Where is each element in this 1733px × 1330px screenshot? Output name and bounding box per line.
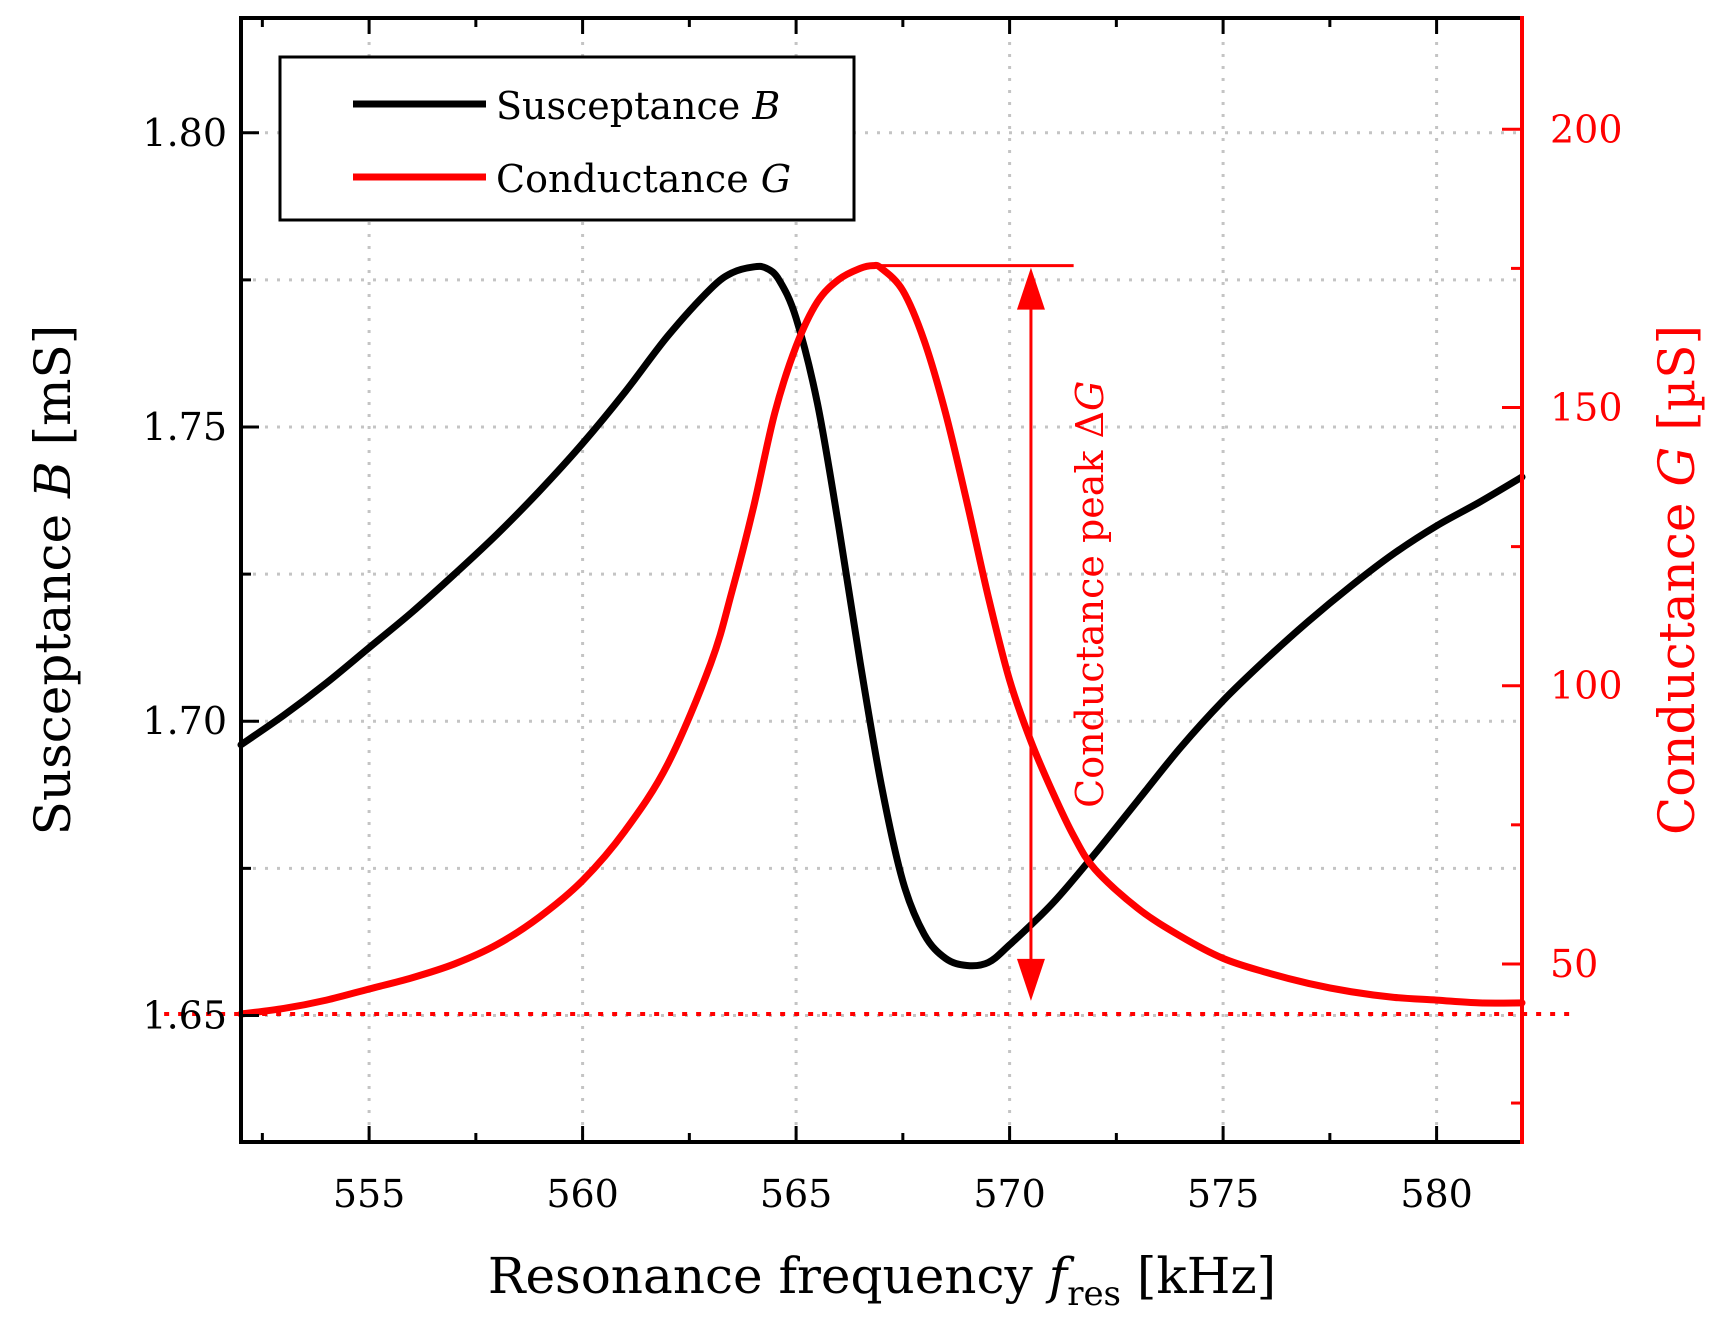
x-tick-label: 580 <box>1400 1172 1473 1216</box>
y-right-axis-title-symbol: G <box>1648 447 1706 487</box>
legend-label-conductance-name: Conductance <box>496 157 749 201</box>
y-right-tick-label: 50 <box>1550 942 1598 986</box>
y-right-tick-label: 150 <box>1550 386 1623 430</box>
y-left-tick-label: 1.65 <box>142 993 227 1037</box>
peak-arrow-head-up <box>1016 267 1045 310</box>
legend-box <box>278 55 856 222</box>
y-left-tick-label: 1.80 <box>142 111 227 155</box>
peak-annotation-label-symbol: G <box>1068 381 1112 411</box>
x-tick-label: 570 <box>973 1172 1046 1216</box>
series-line-conductance <box>237 261 1526 1018</box>
x-tick-label: 555 <box>333 1172 406 1216</box>
legend-label-conductance: Conductance G <box>496 157 791 201</box>
y-left-tick-label: 1.75 <box>142 405 227 449</box>
y-left-axis-title-text: Susceptance <box>24 514 82 835</box>
x-tick-label: 565 <box>760 1172 833 1216</box>
y-left-tick-label: 1.70 <box>142 699 227 743</box>
series-line-susceptance <box>237 262 1526 970</box>
annotation-layer: Conductance peak ΔG <box>872 264 1112 1001</box>
tick-layer: 555 560 565 570 575 580 1.65 1.70 1.75 1.80 50 100 1… <box>142 18 1623 1216</box>
y-right-axis-title-text: Conductance <box>1648 503 1706 835</box>
y-left-axis-title-unit: [mS] <box>24 325 82 446</box>
x-tick-label: 575 <box>1187 1172 1260 1216</box>
x-axis-title-subscript: res <box>1067 1274 1121 1314</box>
legend: Susceptance B Conductance G <box>278 55 856 222</box>
y-left-axis-title: Susceptance B [mS] <box>24 325 82 836</box>
y-right-axis-title-unit: [µS] <box>1648 325 1706 431</box>
x-tick-label: 560 <box>546 1172 619 1216</box>
x-axis-title-unit: [kHz] <box>1137 1247 1276 1305</box>
peak-arrow-head-down <box>1016 958 1045 1001</box>
y-right-tick-label: 100 <box>1550 664 1623 708</box>
legend-label-susceptance: Susceptance B <box>496 84 780 128</box>
peak-annotation-label-text: Conductance peak Δ <box>1068 411 1112 808</box>
x-axis-title-text: Resonance frequency <box>488 1247 1034 1305</box>
series-layer <box>237 261 1526 1018</box>
x-axis-title: Resonance frequency fres [kHz] <box>488 1247 1276 1317</box>
y-right-axis-title: Conductance G [µS] <box>1648 325 1706 835</box>
y-right-tick-label: 200 <box>1550 107 1623 151</box>
legend-label-susceptance-name: Susceptance <box>496 84 740 128</box>
peak-annotation-label: Conductance peak ΔG <box>1068 381 1112 808</box>
y-left-axis-title-symbol: B <box>24 461 82 499</box>
legend-label-conductance-symbol: G <box>761 157 791 201</box>
legend-label-susceptance-symbol: B <box>751 84 780 128</box>
